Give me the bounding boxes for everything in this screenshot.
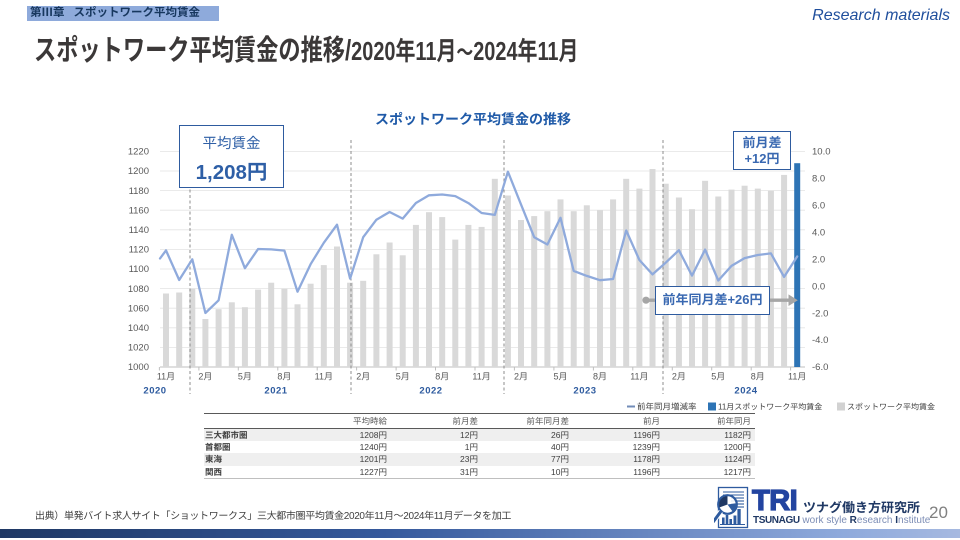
svg-text:8月: 8月	[435, 372, 449, 382]
svg-text:5月: 5月	[396, 372, 410, 382]
svg-text:2021: 2021	[264, 386, 287, 397]
svg-text:5月: 5月	[553, 372, 567, 382]
svg-text:10.0: 10.0	[812, 147, 831, 158]
svg-text:1040: 1040	[128, 323, 149, 334]
svg-text:11月: 11月	[157, 372, 175, 382]
svg-text:1200: 1200	[128, 166, 149, 177]
svg-text:2024: 2024	[734, 386, 757, 397]
svg-text:5月: 5月	[238, 372, 252, 382]
svg-text:-6.0: -6.0	[812, 362, 828, 373]
svg-text:8月: 8月	[593, 372, 607, 382]
svg-text:11月: 11月	[315, 372, 333, 382]
svg-text:1160: 1160	[129, 205, 149, 216]
svg-text:1020: 1020	[128, 343, 149, 354]
svg-text:1180: 1180	[129, 186, 149, 197]
svg-text:6.0: 6.0	[812, 201, 825, 212]
svg-text:11月スポットワーク平均賃金: 11月スポットワーク平均賃金	[718, 403, 822, 412]
svg-text:2月: 2月	[514, 372, 528, 382]
svg-text:11月: 11月	[630, 372, 648, 382]
svg-text:8月: 8月	[751, 372, 765, 382]
svg-text:1060: 1060	[128, 303, 149, 314]
svg-text:1080: 1080	[128, 284, 149, 295]
svg-text:-2.0: -2.0	[812, 308, 828, 319]
svg-text:スポットワーク平均賃金: スポットワーク平均賃金	[847, 403, 935, 412]
svg-text:2023: 2023	[573, 386, 596, 397]
svg-text:2月: 2月	[356, 372, 370, 382]
svg-text:11月: 11月	[472, 372, 490, 382]
svg-text:1220: 1220	[128, 147, 149, 158]
svg-text:0.0: 0.0	[812, 281, 825, 292]
svg-text:2022: 2022	[419, 386, 442, 397]
svg-text:11月: 11月	[788, 372, 806, 382]
svg-text:1100: 1100	[129, 264, 149, 275]
svg-text:2020: 2020	[143, 386, 166, 397]
svg-text:1140: 1140	[129, 225, 149, 236]
svg-text:1000: 1000	[128, 362, 149, 373]
svg-text:5月: 5月	[711, 372, 725, 382]
svg-text:8.0: 8.0	[812, 174, 825, 185]
svg-text:4.0: 4.0	[812, 227, 825, 238]
svg-text:1120: 1120	[129, 245, 149, 256]
svg-text:2.0: 2.0	[812, 254, 825, 265]
svg-text:8月: 8月	[277, 372, 291, 382]
svg-text:-4.0: -4.0	[812, 335, 828, 346]
svg-text:前年同月増減率: 前年同月増減率	[637, 402, 697, 412]
svg-text:2月: 2月	[672, 372, 686, 382]
svg-text:2月: 2月	[198, 372, 212, 382]
